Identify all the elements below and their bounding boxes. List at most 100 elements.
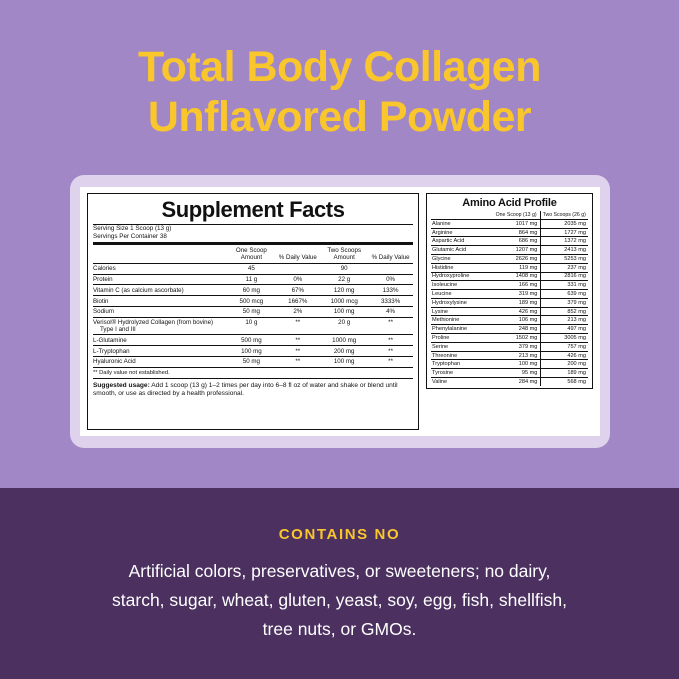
amino-two: 2816 mg <box>540 271 588 281</box>
row-one-dv: 2% <box>275 305 321 318</box>
row-one-amount: 11 g <box>227 273 276 285</box>
table-row: L-Tryptophan 100 mg ** 200 mg ** <box>93 345 413 357</box>
amino-acid-profile-panel: Amino Acid Profile One Scoop (13 g) Two … <box>426 193 593 389</box>
servings-per-container: Servings Per Container 38 <box>93 232 167 240</box>
row-two-amount: 1000 mg <box>320 334 369 346</box>
amino-two: 497 mg <box>540 324 588 334</box>
header-sub-one-dv: % Daily Value <box>278 253 317 261</box>
supplement-facts-table: One Scoop Amount % Daily Value Two Scoops… <box>93 245 413 367</box>
amino-acid-row: Tyrosine 95 mg 189 mg <box>431 368 588 378</box>
amino-two: 639 mg <box>540 289 588 299</box>
product-title-line-1: Total Body Collagen <box>138 43 542 91</box>
amino-one: 2626 mg <box>493 254 542 264</box>
row-two-amount: 22 g <box>320 273 369 285</box>
amino-one: 189 mg <box>493 297 542 308</box>
row-one-amount: 50 mg <box>227 305 276 318</box>
row-name-secondary: Type I and III <box>100 326 136 334</box>
amino-two: 379 mg <box>540 297 588 308</box>
amino-one: 106 mg <box>493 315 542 325</box>
row-one-dv: ** <box>275 316 321 335</box>
row-two-dv: 3333% <box>368 295 413 307</box>
amino-two: 200 mg <box>540 359 588 369</box>
header-sub-two-amount: Amount <box>333 253 355 261</box>
amino-two: 331 mg <box>540 280 588 290</box>
suggested-usage: Suggested usage: Add 1 scoop (13 g) 1–2 … <box>93 382 413 399</box>
row-one-dv: ** <box>275 334 321 346</box>
table-row: Protein 11 g 0% 22 g 0% <box>93 273 413 285</box>
amino-acid-row: Serine 379 mg 757 mg <box>431 341 588 352</box>
amino-two: 568 mg <box>540 376 588 386</box>
header-band: Total Body Collagen Unflavored Powder Su… <box>70 43 610 448</box>
amino-acid-profile-title: Amino Acid Profile <box>462 197 557 209</box>
amino-acid-row: Lysine 426 mg 852 mg <box>431 306 588 316</box>
amino-two: 237 mg <box>540 262 588 273</box>
amino-two: 426 mg <box>540 350 588 360</box>
amino-acid-row: Glycine 2626 mg 5253 mg <box>431 254 588 264</box>
row-one-amount: 100 mg <box>227 345 276 357</box>
row-one-amount: 60 mg <box>227 284 276 296</box>
row-two-dv: ** <box>368 356 413 367</box>
header-sub-one-amount: Amount <box>240 253 263 261</box>
row-one-dv: 67% <box>275 284 321 296</box>
amino-acid-row: Glutamic Acid 1207 mg 2413 mg <box>431 245 588 255</box>
row-one-amount: 10 g <box>227 316 276 335</box>
contains-no-line-1: Artificial colors, preservatives, or swe… <box>128 561 551 581</box>
amino-one: 319 mg <box>493 289 542 299</box>
amino-one: 1207 mg <box>493 245 542 255</box>
amino-two: 757 mg <box>540 341 588 352</box>
row-name: Verisol® Hydrolyzed Collagen (from bovin… <box>93 319 214 327</box>
amino-acid-table-body: One Scoop (13 g) Two Scoops (26 g) Alani… <box>431 211 588 386</box>
row-one-amount: 500 mg <box>227 334 276 346</box>
row-two-dv <box>368 262 413 275</box>
amino-acid-row: Histidine 119 mg 237 mg <box>431 262 588 273</box>
amino-two: 852 mg <box>540 306 588 316</box>
amino-name: Arginine <box>431 227 494 237</box>
table-row: Calories 45 90 <box>93 262 413 275</box>
contains-no-line-2: starch, sugar, wheat, gluten, yeast, soy… <box>112 590 567 610</box>
amino-acid-row: Isoleucine 166 mg 331 mg <box>431 280 588 290</box>
amino-one: 864 mg <box>493 227 542 237</box>
contains-no-heading: CONTAINS NO <box>278 526 401 543</box>
table-row: L-Glutamine 500 mg ** 1000 mg ** <box>93 334 413 346</box>
amino-acid-row: Leucine 319 mg 639 mg <box>431 289 588 299</box>
row-name: L-Glutamine <box>93 334 228 346</box>
table-row: Hyaluronic Acid 50 mg ** 100 mg ** <box>93 356 413 367</box>
row-two-dv: ** <box>368 334 413 346</box>
amino-two: 1727 mg <box>540 227 588 237</box>
amino-one: 100 mg <box>493 359 542 369</box>
amino-one: 166 mg <box>493 280 542 290</box>
amino-one: 379 mg <box>493 341 542 352</box>
row-two-amount: 120 mg <box>320 284 369 296</box>
amino-name: Glutamic Acid <box>431 245 494 255</box>
amino-two: 213 mg <box>540 315 588 325</box>
amino-name: Hydroxylysine <box>431 297 494 308</box>
supplement-facts-title: Supplement Facts <box>161 197 345 222</box>
amino-two: 189 mg <box>540 368 588 378</box>
daily-value-footnote: ** Daily value not established. <box>93 369 170 376</box>
table-row: Biotin 500 mcg 1667% 1000 mcg 3333% <box>93 295 413 307</box>
row-one-dv: ** <box>275 345 321 357</box>
amino-name: Glycine <box>431 254 494 264</box>
row-one-amount: 500 mcg <box>227 295 276 307</box>
amino-name: Serine <box>431 341 494 352</box>
row-two-dv: 4% <box>368 305 413 318</box>
amino-acid-row: Proline 1502 mg 3005 mg <box>431 333 588 343</box>
supplement-facts-panel: Supplement Facts Serving Size 1 Scoop (1… <box>87 193 419 430</box>
row-name: L-Tryptophan <box>93 345 228 357</box>
amino-acid-row: Hydroxyproline 1408 mg 2816 mg <box>431 271 588 281</box>
row-name: Calories <box>93 262 228 275</box>
row-name: Hyaluronic Acid <box>93 356 228 367</box>
amino-name: Tryptophan <box>431 359 494 369</box>
amino-two: 1372 mg <box>540 236 588 246</box>
header-group-one: One Scoop <box>235 246 267 254</box>
amino-one: 119 mg <box>493 262 542 273</box>
header-sub-two-dv: % Daily Value <box>371 253 410 261</box>
row-name: Protein <box>93 273 228 285</box>
amino-one: 248 mg <box>493 324 542 334</box>
amino-acid-header-row: One Scoop (13 g) Two Scoops (26 g) <box>431 211 588 220</box>
amino-two: 5253 mg <box>540 254 588 264</box>
amino-col-two-header: Two Scoops (26 g) <box>542 211 586 218</box>
label-card-inner: Supplement Facts Serving Size 1 Scoop (1… <box>80 187 600 436</box>
row-one-dv: ** <box>275 356 321 367</box>
